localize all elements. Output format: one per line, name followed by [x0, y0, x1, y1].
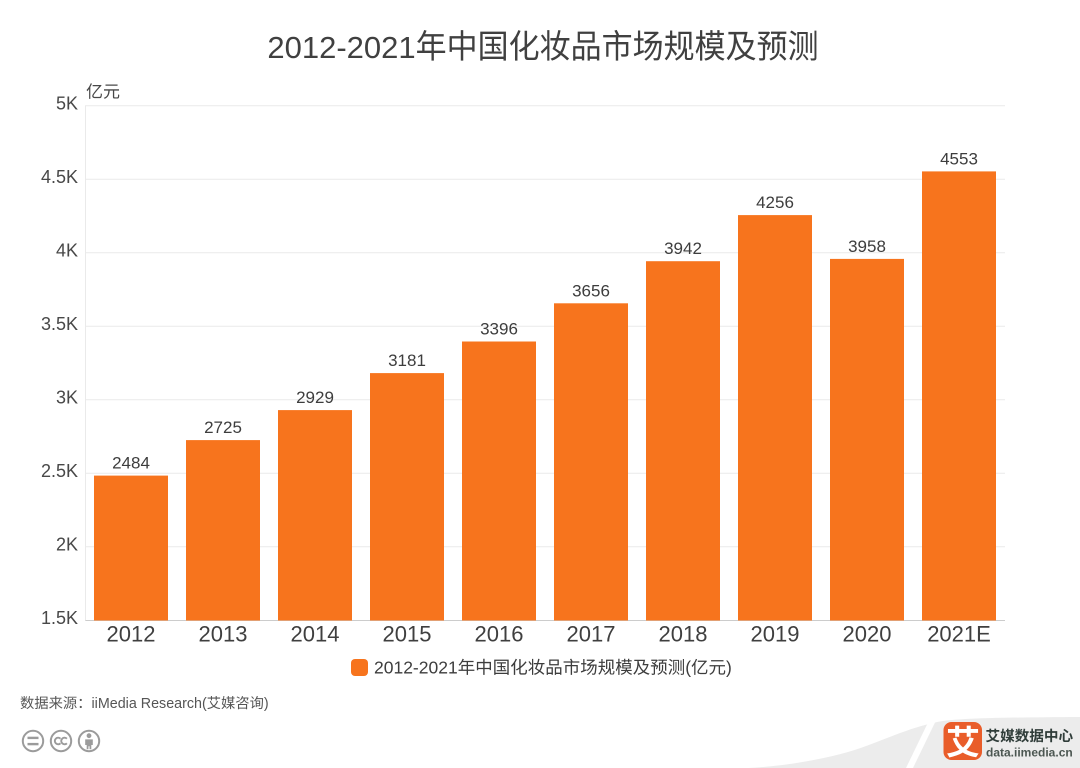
svg-text:1.5K: 1.5K: [41, 608, 78, 628]
svg-text:2015: 2015: [383, 622, 432, 647]
svg-text:4553: 4553: [940, 149, 978, 168]
svg-text:2012-2021: 2012-2021: [374, 658, 458, 678]
svg-text:): ): [726, 658, 732, 678]
svg-text:5K: 5K: [56, 93, 78, 113]
svg-text:3K: 3K: [56, 387, 78, 407]
svg-text:(: (: [685, 658, 691, 678]
svg-text:2929: 2929: [296, 388, 334, 407]
svg-text:2725: 2725: [204, 418, 242, 437]
svg-text:2013: 2013: [199, 622, 248, 647]
svg-text:2020: 2020: [843, 622, 892, 647]
svg-text:2484: 2484: [112, 454, 150, 473]
svg-text:3396: 3396: [480, 320, 518, 339]
svg-text:data.iimedia.cn: data.iimedia.cn: [986, 746, 1073, 760]
svg-text:3958: 3958: [848, 237, 886, 256]
svg-text:2018: 2018: [659, 622, 708, 647]
svg-text:4K: 4K: [56, 240, 78, 260]
svg-text:4256: 4256: [756, 193, 794, 212]
svg-text:): ): [264, 696, 269, 712]
svg-text:2012-2021: 2012-2021: [267, 30, 415, 65]
svg-text:2016: 2016: [475, 622, 524, 647]
svg-text:2.5K: 2.5K: [41, 461, 78, 481]
svg-text:4.5K: 4.5K: [41, 167, 78, 187]
svg-text:3656: 3656: [572, 281, 610, 300]
svg-text:2012: 2012: [107, 622, 156, 647]
svg-text:2014: 2014: [291, 622, 340, 647]
svg-text:2021E: 2021E: [927, 622, 991, 647]
svg-text:3942: 3942: [664, 239, 702, 258]
svg-text:iiMedia Research(: iiMedia Research(: [92, 696, 207, 712]
svg-text:3.5K: 3.5K: [41, 314, 78, 334]
svg-text:2K: 2K: [56, 534, 78, 554]
svg-text:2019: 2019: [751, 622, 800, 647]
svg-text:2017: 2017: [567, 622, 616, 647]
svg-text:3181: 3181: [388, 351, 426, 370]
